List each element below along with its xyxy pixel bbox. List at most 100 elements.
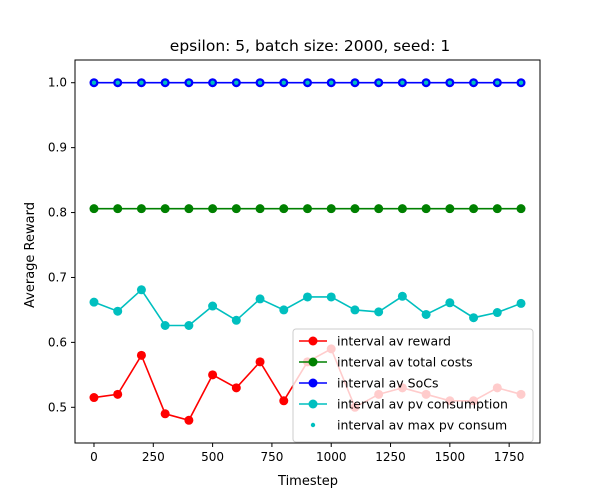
data-point — [374, 204, 384, 214]
scatter-point — [162, 80, 168, 85]
data-point — [326, 292, 336, 302]
data-point — [184, 321, 194, 331]
y-tick-label: 1.0 — [48, 76, 67, 90]
data-point — [492, 308, 502, 318]
data-point — [231, 204, 241, 214]
data-point — [160, 409, 170, 419]
scatter-point — [471, 80, 476, 85]
data-point — [184, 204, 194, 214]
legend-box — [292, 328, 534, 443]
x-axis-label: Timestep — [277, 474, 338, 489]
series-interval-av-max-pv-consum — [91, 80, 524, 85]
data-point — [113, 389, 123, 399]
x-tick-label: 0 — [90, 450, 98, 464]
legend-label: interval av total costs — [337, 355, 473, 370]
legend-label: interval av SoCs — [337, 376, 438, 391]
y-tick-label: 0.8 — [48, 206, 67, 220]
data-point — [89, 204, 99, 214]
y-tick-label: 0.6 — [48, 335, 67, 349]
scatter-point — [329, 80, 334, 85]
data-point — [136, 285, 146, 295]
legend-swatch-marker — [308, 336, 318, 346]
x-tick-label: 250 — [142, 450, 165, 464]
legend-swatch — [310, 422, 316, 428]
data-point — [160, 204, 170, 214]
scatter-point — [91, 80, 97, 85]
data-point — [374, 307, 384, 317]
axes-frame — [74, 59, 541, 444]
ticks-layer: 0 250 500 750 1000 1250 1500 1750 0.5 0.6 0.7 0.8 0.… — [48, 76, 525, 464]
data-point — [136, 350, 146, 360]
data-point — [160, 321, 170, 331]
data-point — [279, 396, 289, 406]
scatter-point — [257, 80, 263, 85]
data-point — [255, 357, 265, 367]
data-point — [469, 204, 479, 214]
data-point — [492, 204, 502, 214]
scatter-point — [210, 80, 215, 85]
legend: interval av reward interval av total cost… — [292, 328, 534, 443]
x-tick-label: 1750 — [494, 450, 525, 464]
data-point — [136, 204, 146, 214]
scatter-point — [495, 80, 500, 85]
legend-item: interval av max pv consum — [310, 418, 507, 433]
data-point — [516, 204, 526, 214]
y-tick-label: 0.9 — [48, 141, 67, 155]
scatter-point — [115, 80, 120, 85]
x-tick-label: 1250 — [375, 450, 406, 464]
scatter-point — [376, 80, 381, 85]
legend-label: interval av max pv consum — [337, 418, 507, 433]
series-interval-av-pv-consumption — [89, 285, 526, 331]
legend-swatch-marker — [308, 399, 318, 409]
data-point — [303, 292, 312, 302]
data-point — [397, 204, 407, 214]
scatter-point — [518, 80, 524, 85]
data-point — [208, 204, 218, 214]
data-point — [255, 204, 265, 214]
scatter-point — [305, 80, 310, 85]
data-point — [516, 298, 526, 308]
data-point — [326, 204, 336, 214]
data-point — [350, 204, 360, 214]
data-point — [445, 204, 455, 214]
data-point — [231, 383, 241, 393]
legend-item: interval av pv consumption — [299, 397, 508, 412]
scatter-point — [447, 80, 453, 85]
data-point — [255, 294, 265, 304]
scatter-point — [139, 80, 144, 85]
data-point — [279, 305, 289, 315]
data-point — [303, 204, 312, 214]
data-point — [350, 305, 360, 315]
data-point — [113, 306, 123, 316]
scatter-point — [186, 80, 192, 85]
legend-swatch-marker — [308, 378, 318, 388]
scatter-point — [281, 80, 286, 85]
data-point — [421, 309, 431, 319]
data-point — [113, 204, 123, 214]
data-point — [208, 301, 218, 311]
y-tick-label: 0.7 — [48, 270, 67, 284]
scatter-point — [423, 80, 429, 85]
y-axis-label: Average Reward — [23, 202, 38, 308]
legend-item: interval av SoCs — [299, 376, 438, 391]
data-point — [89, 393, 99, 403]
data-point — [445, 298, 455, 308]
x-tick-label: 1500 — [435, 450, 466, 464]
data-point — [397, 291, 407, 301]
data-point — [89, 297, 99, 307]
x-tick-label: 500 — [201, 450, 224, 464]
data-point — [184, 415, 194, 425]
data-point — [469, 313, 479, 323]
legend-label: interval av pv consumption — [337, 397, 508, 412]
legend-item: interval av reward — [299, 334, 451, 349]
legend-swatch-marker — [308, 357, 318, 367]
chart-title: epsilon: 5, batch size: 2000, seed: 1 — [170, 37, 450, 55]
scatter-point — [400, 80, 405, 85]
data-point — [279, 204, 289, 214]
data-point — [421, 204, 431, 214]
y-tick-label: 0.5 — [48, 400, 67, 414]
data-point — [231, 315, 241, 325]
data-point — [208, 370, 218, 380]
x-tick-label: 1000 — [316, 450, 347, 464]
